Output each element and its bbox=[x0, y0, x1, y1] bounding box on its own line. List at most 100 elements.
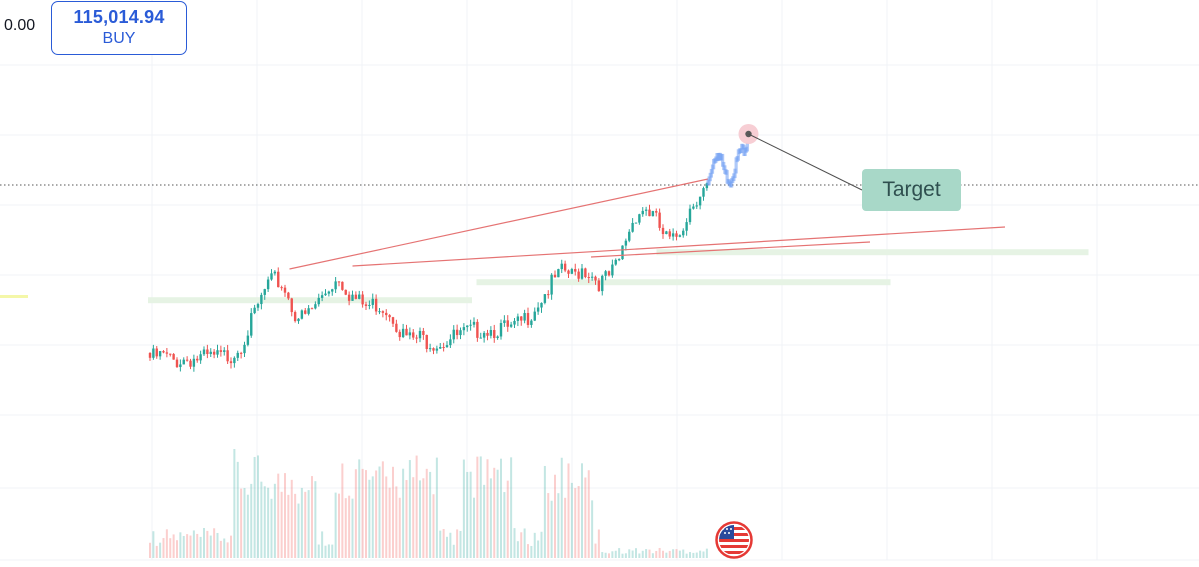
volume-bar bbox=[321, 531, 324, 558]
volume-bar bbox=[368, 479, 371, 558]
projection-candle bbox=[734, 157, 738, 174]
candle-body bbox=[405, 328, 408, 336]
volume-bar bbox=[159, 542, 162, 558]
candle-body bbox=[165, 352, 169, 354]
candle-body bbox=[509, 324, 513, 327]
candle-body bbox=[540, 302, 543, 308]
volume-bar bbox=[682, 549, 685, 558]
volume-bar bbox=[621, 553, 624, 558]
candle-body bbox=[682, 230, 685, 236]
candle-body bbox=[543, 294, 547, 303]
candle-body bbox=[216, 350, 219, 355]
projection-candle bbox=[721, 153, 725, 167]
volume-bar bbox=[587, 470, 590, 558]
candle-body bbox=[661, 227, 665, 235]
candle-body bbox=[428, 348, 432, 350]
left-price-label: 0.00 bbox=[4, 17, 36, 34]
volume-bar bbox=[520, 532, 523, 558]
candle-body bbox=[418, 330, 422, 339]
volume-bar bbox=[574, 488, 577, 558]
volume-bar bbox=[675, 549, 678, 558]
candle-body bbox=[621, 245, 624, 260]
candle-body bbox=[584, 268, 587, 278]
volume-bar bbox=[182, 535, 185, 558]
candle-body bbox=[337, 281, 341, 283]
volume-bar bbox=[584, 477, 587, 558]
candle-body bbox=[347, 294, 351, 301]
candle-body bbox=[209, 351, 212, 355]
candle-body bbox=[226, 350, 229, 362]
volume-bar bbox=[189, 535, 192, 558]
volume-bar bbox=[581, 463, 583, 558]
candle-body bbox=[385, 312, 388, 316]
candle-body bbox=[290, 298, 293, 313]
volume-bar bbox=[564, 497, 567, 558]
candle-body bbox=[624, 240, 628, 246]
candle-body bbox=[243, 344, 246, 354]
volume-bar bbox=[459, 530, 462, 558]
candle-body bbox=[395, 323, 398, 332]
volume-bar bbox=[155, 545, 158, 558]
volume-bar bbox=[392, 466, 394, 558]
support-zone bbox=[148, 297, 472, 304]
volume-bar bbox=[601, 552, 604, 558]
projection-candle bbox=[745, 142, 749, 152]
candle-body bbox=[229, 361, 233, 364]
candle-body bbox=[563, 263, 567, 271]
volume-bar bbox=[253, 456, 256, 558]
candle-body bbox=[327, 291, 331, 294]
candle-body bbox=[361, 294, 364, 305]
volume-bar bbox=[172, 534, 175, 558]
candle-body bbox=[381, 311, 385, 313]
volume-bar bbox=[196, 533, 199, 558]
volume-bar bbox=[618, 548, 621, 558]
candle-body bbox=[344, 289, 347, 295]
volume-bar bbox=[408, 460, 411, 558]
target-annotation[interactable]: Target bbox=[862, 169, 961, 211]
volume-bar bbox=[530, 545, 533, 558]
candle-body bbox=[304, 310, 307, 314]
candle-body bbox=[482, 332, 486, 338]
buy-order-button[interactable]: 115,014.94 BUY bbox=[51, 1, 187, 55]
candle-body bbox=[192, 358, 196, 367]
volume-bar bbox=[287, 494, 290, 558]
buy-price: 115,014.94 bbox=[73, 7, 165, 27]
candle-body bbox=[658, 212, 661, 228]
candle-body bbox=[233, 357, 236, 364]
candle-body bbox=[162, 351, 165, 353]
candle-body bbox=[611, 264, 614, 276]
candle-body bbox=[536, 307, 540, 312]
volume-bar bbox=[169, 538, 172, 558]
candle-body bbox=[202, 349, 206, 355]
candle-body bbox=[280, 287, 283, 289]
volume-bar bbox=[331, 544, 334, 558]
candle-body bbox=[364, 304, 368, 306]
volume-bar bbox=[510, 457, 513, 558]
volume-bar bbox=[176, 540, 178, 558]
candle-body bbox=[408, 332, 412, 336]
volume-bar bbox=[486, 459, 489, 558]
volume-bar bbox=[631, 550, 634, 558]
candle-body bbox=[425, 334, 428, 349]
volume-bar bbox=[513, 528, 516, 558]
volume-bar bbox=[422, 478, 425, 558]
candle-body bbox=[604, 271, 607, 276]
volume-bar bbox=[277, 473, 280, 558]
volume-bar bbox=[344, 498, 347, 558]
candle-body bbox=[692, 206, 695, 209]
volume-bar bbox=[560, 457, 563, 558]
volume-bar bbox=[695, 552, 698, 558]
volume-bar bbox=[270, 498, 273, 558]
candle-body bbox=[324, 293, 327, 296]
candle-body bbox=[455, 329, 459, 336]
candle-body bbox=[223, 350, 226, 352]
projection-candle bbox=[725, 170, 729, 184]
candle-body bbox=[341, 281, 344, 290]
candle-body bbox=[442, 346, 445, 348]
candle-body bbox=[179, 364, 182, 368]
volume-bar bbox=[338, 493, 340, 558]
candle-body bbox=[702, 188, 705, 197]
volume-bar bbox=[216, 532, 219, 558]
